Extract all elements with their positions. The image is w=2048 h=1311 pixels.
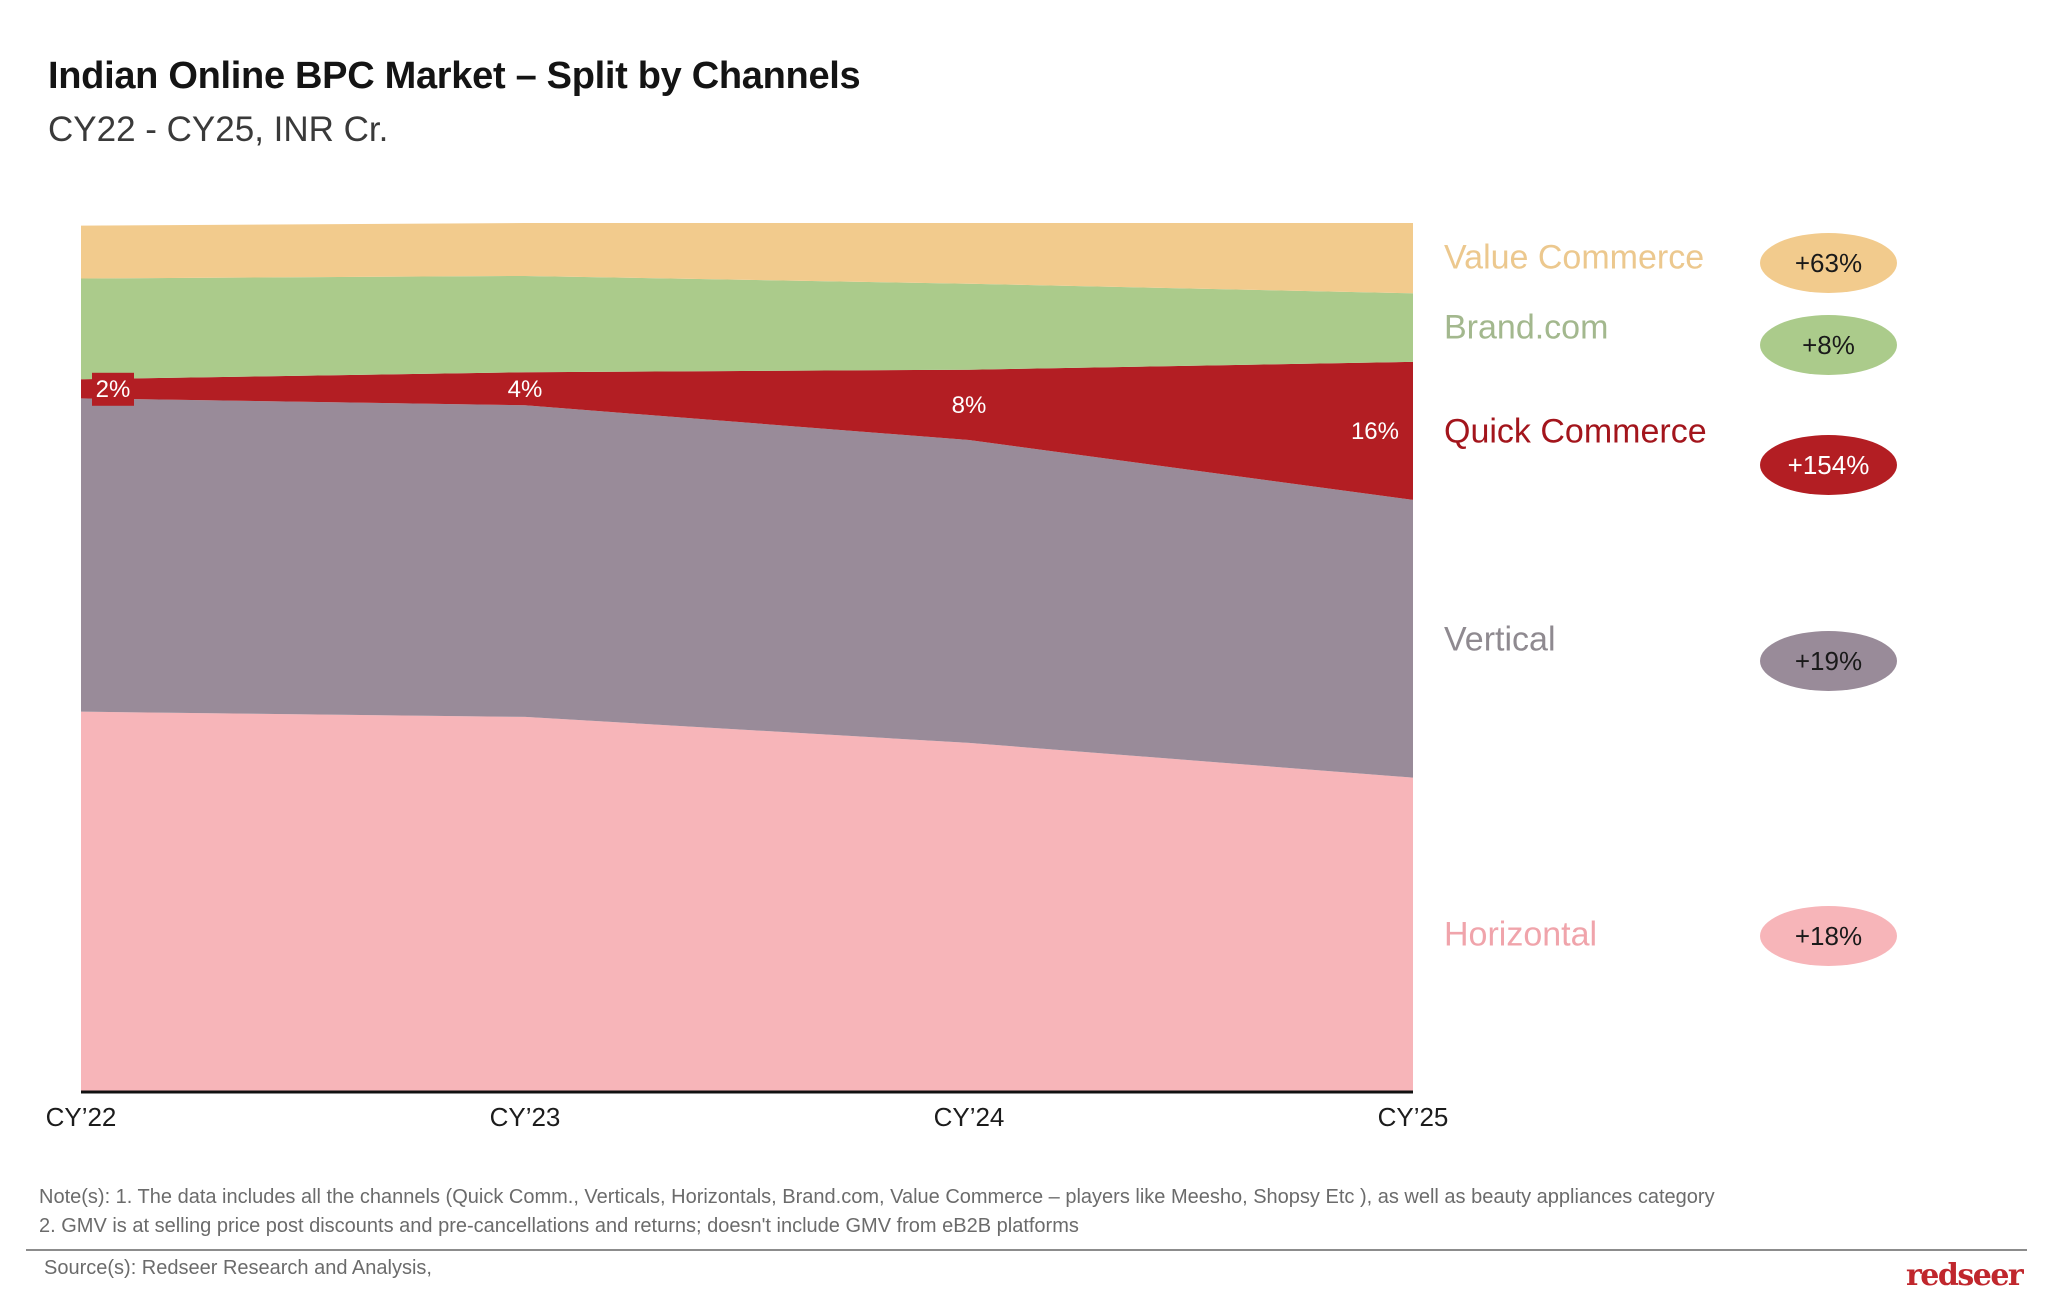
x-axis-labels: CY’22 CY’23 CY’24 CY’25: [46, 1102, 1449, 1132]
area-horizontal: [81, 711, 1413, 1091]
x-tick-label: CY’23: [490, 1102, 561, 1132]
legend-label-vertical: Vertical: [1444, 620, 1556, 659]
data-label: 8%: [952, 392, 987, 419]
note-line-2: 2. GMV is at selling price post discount…: [39, 1215, 1079, 1237]
growth-badge-quick-commerce: +154%: [1760, 435, 1897, 495]
chart-title: Indian Online BPC Market – Split by Chan…: [48, 55, 861, 97]
data-label: 16%: [1351, 418, 1399, 445]
area-quick-commerce: [81, 361, 1413, 500]
footer-divider: [26, 1249, 2027, 1251]
data-label: 4%: [508, 376, 543, 403]
legend-label-horizontal: Horizontal: [1444, 915, 1598, 954]
x-tick-label: CY’24: [934, 1102, 1005, 1132]
area-value-commerce: [81, 223, 1413, 294]
source-text: Source(s): Redseer Research and Analysis…: [44, 1257, 432, 1279]
legend-label-value-commerce: Value Commerce: [1444, 238, 1705, 277]
chart-subtitle: CY22 - CY25, INR Cr.: [48, 110, 389, 149]
x-tick-label: CY’22: [46, 1102, 117, 1132]
growth-badge-value-commerce: +63%: [1760, 233, 1897, 293]
redseer-logo: redseer: [1906, 1258, 2024, 1293]
legend-label-quick-commerce: Quick Commerce: [1444, 412, 1707, 451]
note-line-1: Note(s): 1. The data includes all the ch…: [39, 1186, 1715, 1208]
growth-badge-vertical: +19%: [1760, 631, 1897, 691]
x-tick-label: CY’25: [1378, 1102, 1449, 1132]
area-brand-com: [81, 275, 1413, 380]
growth-badge-brand-com: +8%: [1760, 315, 1897, 375]
area-vertical: [81, 398, 1413, 778]
legend-label-brand-com: Brand.com: [1444, 308, 1609, 347]
data-label-background: [92, 372, 134, 406]
area-layers: [81, 223, 1413, 1091]
data-label: 2%: [96, 376, 131, 403]
quick-commerce-data-labels: 2% 4% 8% 16%: [92, 372, 1399, 445]
growth-badge-horizontal: +18%: [1760, 906, 1897, 966]
